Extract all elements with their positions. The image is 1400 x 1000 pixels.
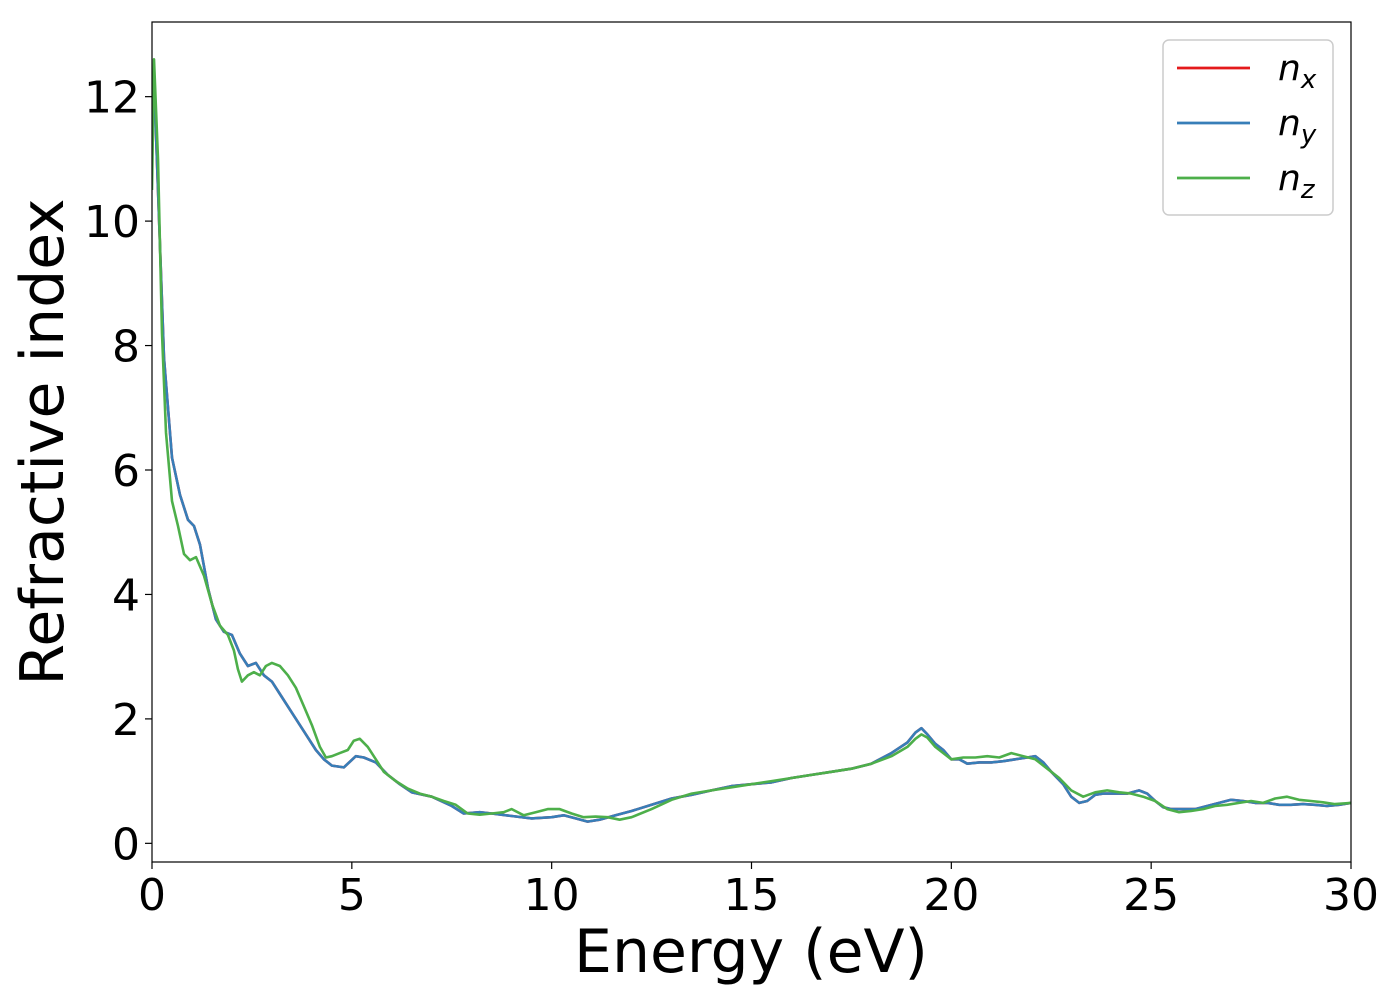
legend: nx ny nz [1162, 39, 1334, 216]
x-tick-label: 30 [1323, 870, 1379, 921]
legend-frame [1162, 39, 1334, 216]
x-axis-title: Energy (eV) [574, 917, 928, 987]
x-axis-ticks: 0 5 10 15 20 25 30 [138, 862, 1379, 921]
x-tick-label: 10 [524, 870, 580, 921]
y-axis-title: Refractive index [8, 198, 78, 685]
series-line-n-z [152, 58, 1351, 821]
series-layer [152, 58, 1351, 823]
y-tick-label: 2 [112, 695, 140, 746]
y-tick-label: 8 [112, 322, 140, 373]
legend-label-x: nx [1278, 48, 1317, 95]
legend-label-z: nz [1278, 158, 1316, 205]
y-tick-label: 4 [112, 570, 140, 621]
x-tick-label: 15 [724, 870, 780, 921]
y-axis-ticks: 0 2 4 6 8 10 12 [84, 73, 152, 870]
x-tick-label: 5 [338, 870, 366, 921]
y-tick-label: 12 [84, 73, 140, 124]
legend-label-y: ny [1278, 103, 1317, 150]
x-tick-label: 25 [1123, 870, 1179, 921]
x-tick-label: 20 [923, 870, 979, 921]
y-tick-label: 6 [112, 446, 140, 497]
x-tick-label: 0 [138, 870, 166, 921]
y-tick-label: 0 [112, 819, 140, 870]
y-tick-label: 10 [84, 197, 140, 248]
